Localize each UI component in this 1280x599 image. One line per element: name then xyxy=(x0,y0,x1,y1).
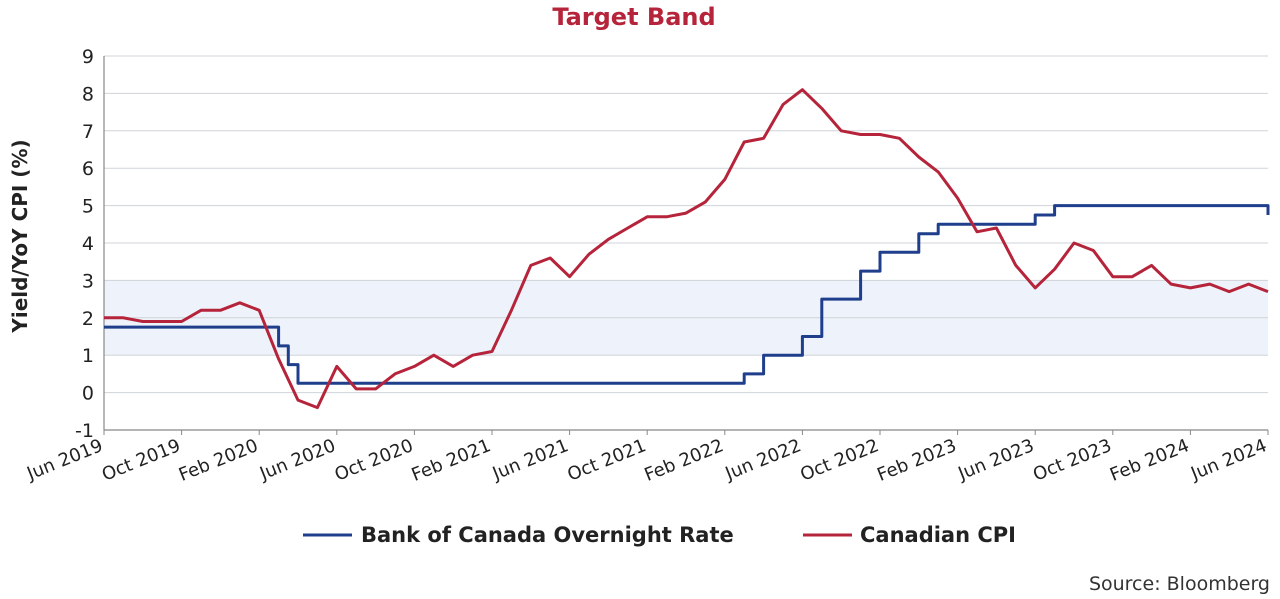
x-tick-label: Jun 2023 xyxy=(954,435,1037,485)
series-lines xyxy=(104,88,1270,410)
y-tick-label: 7 xyxy=(82,121,94,143)
y-tick-label: 6 xyxy=(82,158,94,180)
y-tick-label: 1 xyxy=(82,345,94,367)
x-tick-label: Oct 2023 xyxy=(1030,435,1115,485)
x-tick-label: Feb 2021 xyxy=(409,435,494,486)
x-tick-label: Feb 2022 xyxy=(641,435,726,486)
x-tick-label: Oct 2019 xyxy=(99,435,184,485)
axes xyxy=(103,56,1268,431)
x-tick-label: Feb 2020 xyxy=(176,435,261,486)
y-tick-labels: -1 0 1 2 3 4 5 6 7 8 9 xyxy=(75,46,94,442)
y-tick-label: 9 xyxy=(82,46,94,68)
x-tick-label: Jun 2021 xyxy=(489,435,572,485)
y-tick-label: -1 xyxy=(75,420,94,442)
x-tick-label: Oct 2022 xyxy=(797,435,882,485)
y-tick-label: 5 xyxy=(82,196,94,218)
series-line-overnight-rate xyxy=(104,204,1270,385)
chart-title: Target Band xyxy=(552,3,715,31)
x-tick-label: Oct 2020 xyxy=(332,435,417,485)
series-line-canadian-cpi xyxy=(104,88,1269,410)
y-tick-label: 8 xyxy=(82,83,94,105)
x-tick-label: Oct 2021 xyxy=(565,435,650,485)
x-tick-label: Feb 2023 xyxy=(874,435,959,486)
legend-label-overnight-rate: Bank of Canada Overnight Rate xyxy=(361,523,734,547)
x-tick-label: Jun 2024 xyxy=(1187,435,1270,485)
x-tick-label: Jun 2019 xyxy=(23,435,106,485)
source-note: Source: Bloomberg xyxy=(1089,573,1270,595)
y-tick-label: 0 xyxy=(82,383,94,405)
y-tick-label: 4 xyxy=(82,233,94,255)
y-axis-label: Yield/YoY CPI (%) xyxy=(8,139,32,333)
x-tick-label: Jun 2022 xyxy=(722,435,805,485)
legend: Bank of Canada Overnight Rate Canadian C… xyxy=(303,523,1016,547)
x-tick-label: Feb 2024 xyxy=(1107,435,1192,486)
gridlines xyxy=(104,55,1268,394)
x-tick-label: Jun 2020 xyxy=(256,435,339,485)
y-tick-label: 2 xyxy=(82,308,94,330)
legend-label-canadian-cpi: Canadian CPI xyxy=(860,523,1016,547)
y-tick-label: 3 xyxy=(82,270,94,292)
